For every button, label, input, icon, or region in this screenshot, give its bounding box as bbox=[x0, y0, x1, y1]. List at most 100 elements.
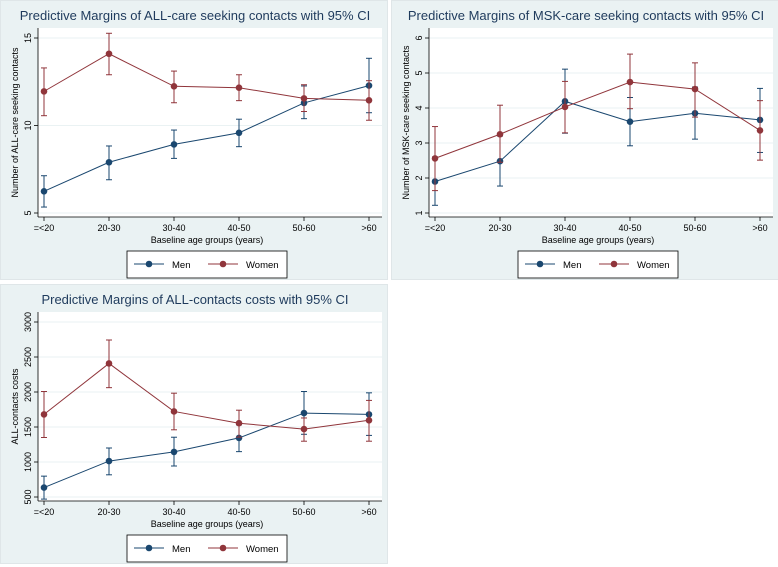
x-tick-label: 30-40 bbox=[162, 223, 185, 233]
x-axis-title: Baseline age groups (years) bbox=[151, 235, 264, 245]
legend-label: Women bbox=[637, 260, 670, 271]
plot-area bbox=[38, 312, 382, 501]
data-point bbox=[40, 88, 48, 95]
data-point bbox=[691, 85, 699, 93]
series-women bbox=[40, 32, 373, 121]
plot-area bbox=[38, 28, 382, 217]
y-tick-label: 3 bbox=[414, 140, 424, 145]
data-point bbox=[235, 419, 243, 427]
chart-title: Predictive Margins of ALL-care seeking c… bbox=[20, 8, 370, 23]
y-tick-label: 6 bbox=[414, 35, 424, 40]
x-tick-label: =<20 bbox=[425, 223, 446, 233]
x-tick-label: 20-30 bbox=[97, 507, 120, 517]
series-line bbox=[43, 53, 370, 101]
x-tick-label: >60 bbox=[752, 223, 767, 233]
series-women bbox=[431, 53, 764, 192]
y-tick-label: 15 bbox=[23, 33, 33, 43]
legend: Men Women bbox=[126, 250, 288, 279]
data-point bbox=[105, 457, 113, 465]
x-tick-label: 40-50 bbox=[618, 223, 641, 233]
data-point bbox=[300, 409, 308, 417]
x-axis-title: Baseline age groups (years) bbox=[542, 235, 655, 245]
series-line bbox=[434, 100, 761, 182]
data-point bbox=[756, 127, 764, 134]
x-tick-label: 30-40 bbox=[553, 223, 576, 233]
legend: Men Women bbox=[517, 250, 679, 279]
y-axis-title: Number of ALL-care seeking contacts bbox=[10, 47, 20, 198]
data-point bbox=[235, 84, 243, 91]
y-tick-label: 1 bbox=[414, 210, 424, 215]
series-line bbox=[43, 362, 370, 430]
data-point bbox=[365, 97, 373, 104]
data-point bbox=[105, 158, 113, 166]
legend-marker bbox=[536, 260, 544, 268]
data-point bbox=[626, 118, 634, 125]
x-tick-label: 20-30 bbox=[488, 223, 511, 233]
series-women bbox=[40, 339, 373, 442]
data-point bbox=[561, 103, 569, 111]
chart-title: Predictive Margins of MSK-care seeking c… bbox=[408, 8, 764, 23]
x-tick-label: 50-60 bbox=[292, 223, 315, 233]
y-tick-label: 1500 bbox=[23, 417, 33, 437]
legend: Men Women bbox=[126, 534, 288, 563]
y-tick-label: 5 bbox=[414, 70, 424, 75]
legend-label: Men bbox=[172, 544, 190, 555]
legend-marker bbox=[145, 544, 153, 552]
legend-label: Women bbox=[246, 544, 279, 555]
series-line bbox=[43, 85, 370, 192]
x-tick-label: =<20 bbox=[34, 507, 55, 517]
x-tick-label: =<20 bbox=[34, 223, 55, 233]
x-tick-label: >60 bbox=[361, 507, 376, 517]
series-line bbox=[43, 412, 370, 489]
data-point bbox=[626, 78, 634, 86]
legend-label: Men bbox=[563, 260, 581, 271]
data-point bbox=[365, 416, 373, 424]
x-axis-title: Baseline age groups (years) bbox=[151, 519, 264, 529]
y-tick-label: 500 bbox=[23, 489, 33, 504]
data-point bbox=[170, 448, 178, 456]
x-tick-label: 50-60 bbox=[292, 507, 315, 517]
chart-title: Predictive Margins of ALL-contacts costs… bbox=[41, 292, 348, 307]
data-point bbox=[105, 50, 113, 58]
x-tick-label: 40-50 bbox=[227, 223, 250, 233]
y-tick-label: 2000 bbox=[23, 382, 33, 402]
legend-label: Men bbox=[172, 260, 190, 271]
y-axis-title: Number of MSK-care seeking contacts bbox=[401, 45, 411, 200]
legend-marker bbox=[610, 260, 618, 268]
x-tick-label: 20-30 bbox=[97, 223, 120, 233]
chart-panel-msk-care-contacts: Predictive Margins of MSK-care seeking c… bbox=[391, 0, 778, 280]
legend-marker bbox=[145, 260, 153, 268]
data-point bbox=[40, 484, 48, 491]
chart-all-contacts-costs: Predictive Margins of ALL-contacts costs… bbox=[10, 292, 382, 563]
legend-marker bbox=[219, 260, 227, 268]
y-tick-label: 4 bbox=[414, 105, 424, 110]
x-tick-label: 40-50 bbox=[227, 507, 250, 517]
data-point bbox=[300, 95, 308, 102]
chart-msk-care-contacts: Predictive Margins of MSK-care seeking c… bbox=[401, 8, 773, 279]
x-tick-label: >60 bbox=[361, 223, 376, 233]
data-point bbox=[40, 411, 48, 418]
y-tick-label: 10 bbox=[23, 120, 33, 130]
series-line bbox=[434, 81, 761, 159]
data-point bbox=[431, 155, 439, 162]
data-point bbox=[40, 188, 48, 195]
x-tick-label: 30-40 bbox=[162, 507, 185, 517]
data-point bbox=[105, 360, 113, 367]
chart-panel-all-contacts-costs: Predictive Margins of ALL-contacts costs… bbox=[0, 284, 388, 564]
y-tick-label: 1000 bbox=[23, 452, 33, 472]
y-tick-label: 2 bbox=[414, 175, 424, 180]
y-tick-label: 5 bbox=[23, 210, 33, 215]
legend-label: Women bbox=[246, 260, 279, 271]
data-point bbox=[496, 130, 504, 138]
y-axis-title: ALL-contacts costs bbox=[10, 368, 20, 445]
y-tick-label: 3000 bbox=[23, 312, 33, 332]
legend-marker bbox=[219, 544, 227, 552]
data-point bbox=[170, 141, 178, 148]
x-tick-label: 50-60 bbox=[683, 223, 706, 233]
data-point bbox=[235, 434, 243, 442]
chart-all-care-contacts: Predictive Margins of ALL-care seeking c… bbox=[10, 8, 382, 279]
data-point bbox=[300, 425, 308, 433]
plot-area bbox=[429, 28, 773, 217]
y-tick-label: 2500 bbox=[23, 347, 33, 367]
data-point bbox=[235, 129, 243, 137]
